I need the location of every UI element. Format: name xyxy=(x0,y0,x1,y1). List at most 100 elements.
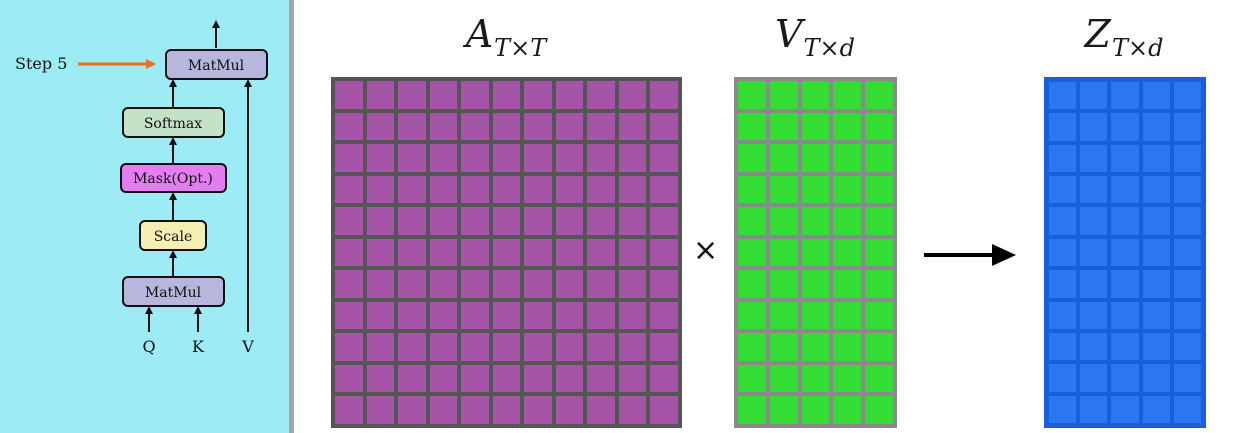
matrix-z-cell xyxy=(1171,299,1203,331)
matrix-z-cell xyxy=(1109,142,1141,175)
matrix-z-grid xyxy=(1044,77,1206,428)
matrix-a-cell xyxy=(490,205,523,237)
matrix-a-cell xyxy=(364,142,397,174)
matrix-z-cell xyxy=(1047,362,1079,394)
matrix-a-cell xyxy=(585,362,617,395)
matrix-v-grid xyxy=(734,77,897,428)
matrix-a-cell xyxy=(648,236,680,269)
matrix-v-cell xyxy=(799,79,832,111)
matrix-z-cell xyxy=(1047,268,1079,300)
mask-box: Mask(Opt.) xyxy=(120,163,227,193)
matrix-a-cell xyxy=(427,236,460,269)
step-label: Step 5 xyxy=(15,54,67,73)
matrix-z-cell xyxy=(1078,205,1110,237)
matrix-a-cell xyxy=(585,268,617,300)
matrix-a-cell xyxy=(459,205,491,237)
matrix-v-cell xyxy=(799,110,832,143)
matrix-z-cell xyxy=(1171,205,1203,237)
matrix-a-cell xyxy=(553,79,586,111)
result-arrow-icon xyxy=(924,244,1016,266)
matrix-a-cell xyxy=(333,173,365,206)
matrix-v-cell xyxy=(831,331,864,363)
matrix-z-cell xyxy=(1140,330,1172,363)
matrix-a-cell xyxy=(364,394,397,426)
matrix-z-cell xyxy=(1078,142,1110,175)
matrix-v-cell xyxy=(863,299,895,332)
matrix-a-cell xyxy=(333,79,365,111)
matrix-a-cell xyxy=(522,394,554,426)
matrix-a-cell xyxy=(427,299,460,332)
matrix-z-cell xyxy=(1109,236,1141,269)
matrix-a-subscript: T×T xyxy=(494,34,547,62)
matrix-a-cell xyxy=(553,173,586,206)
matrix-a-cell xyxy=(616,331,649,363)
matrix-a-cell xyxy=(648,268,680,300)
matrix-a-cell xyxy=(585,394,617,426)
matrix-a-cell xyxy=(364,299,397,332)
matrix-z-cell xyxy=(1140,393,1172,425)
matrix-v-cell xyxy=(799,236,832,269)
matrix-z-cell xyxy=(1140,362,1172,394)
matrix-v-cell xyxy=(767,394,800,426)
matrix-a-cell xyxy=(553,394,586,426)
matrix-a-cell xyxy=(490,268,523,300)
matrix-v-cell xyxy=(799,268,832,300)
matrix-a-cell xyxy=(333,331,365,363)
matrix-a-cell xyxy=(427,362,460,395)
matrix-v-cell xyxy=(767,362,800,395)
matrix-a-cell xyxy=(490,331,523,363)
matrix-v-cell xyxy=(863,236,895,269)
matrix-a-cell xyxy=(396,236,428,269)
k-label: K xyxy=(192,337,205,356)
matrix-z-cell xyxy=(1047,330,1079,363)
multiply-sign: × xyxy=(693,233,719,268)
matrix-z-cell xyxy=(1047,142,1079,175)
matrix-a-cell xyxy=(333,236,365,269)
matrix-z-cell xyxy=(1047,299,1079,331)
matrix-a-cell xyxy=(396,142,428,174)
matmul-bottom-label: MatMul xyxy=(145,285,202,301)
matmul-top-box: MatMul xyxy=(165,49,268,80)
matrix-v-cell xyxy=(863,142,895,174)
matrix-v-subscript: T×d xyxy=(803,34,855,62)
matrix-a-cell xyxy=(553,236,586,269)
matrix-a-cell xyxy=(553,110,586,143)
matrix-v-cell xyxy=(831,110,864,143)
matrix-a-cell xyxy=(553,268,586,300)
matrix-z-cell xyxy=(1078,80,1110,112)
matrix-v-cell xyxy=(831,268,864,300)
matrix-v-cell xyxy=(863,79,895,111)
matrix-a-cell xyxy=(553,331,586,363)
matrix-a-cell xyxy=(522,331,554,363)
matrix-a-cell xyxy=(616,79,649,111)
matrix-a-cell xyxy=(522,362,554,395)
matrix-a-cell xyxy=(585,173,617,206)
matrix-a-cell xyxy=(427,110,460,143)
matrix-a-cell xyxy=(459,394,491,426)
matrix-a-cell xyxy=(648,205,680,237)
matrix-a-cell xyxy=(490,299,523,332)
matrix-a-cell xyxy=(490,236,523,269)
matrix-z-cell xyxy=(1171,174,1203,206)
matrix-a-cell xyxy=(364,331,397,363)
matrix-z-cell xyxy=(1109,111,1141,143)
matrix-a-symbol: A xyxy=(465,12,494,56)
matrix-v-cell xyxy=(767,299,800,332)
matrix-z-cell xyxy=(1078,299,1110,331)
matrix-v-cell xyxy=(767,268,800,300)
matrix-a-cell xyxy=(364,79,397,111)
matrix-a-cell xyxy=(396,299,428,332)
matrix-a-cell xyxy=(364,110,397,143)
matrix-v-cell xyxy=(767,331,800,363)
matrix-a-cell xyxy=(553,299,586,332)
softmax-label: Softmax xyxy=(144,116,202,132)
matrix-v-cell xyxy=(799,142,832,174)
matrix-v-cell xyxy=(767,110,800,143)
matrix-a-cell xyxy=(490,79,523,111)
matrix-a-cell xyxy=(396,362,428,395)
matrix-a-cell xyxy=(459,331,491,363)
q-label: Q xyxy=(142,337,155,356)
scale-label: Scale xyxy=(154,229,193,245)
matrix-v-cell xyxy=(863,268,895,300)
matrix-a-cell xyxy=(459,236,491,269)
